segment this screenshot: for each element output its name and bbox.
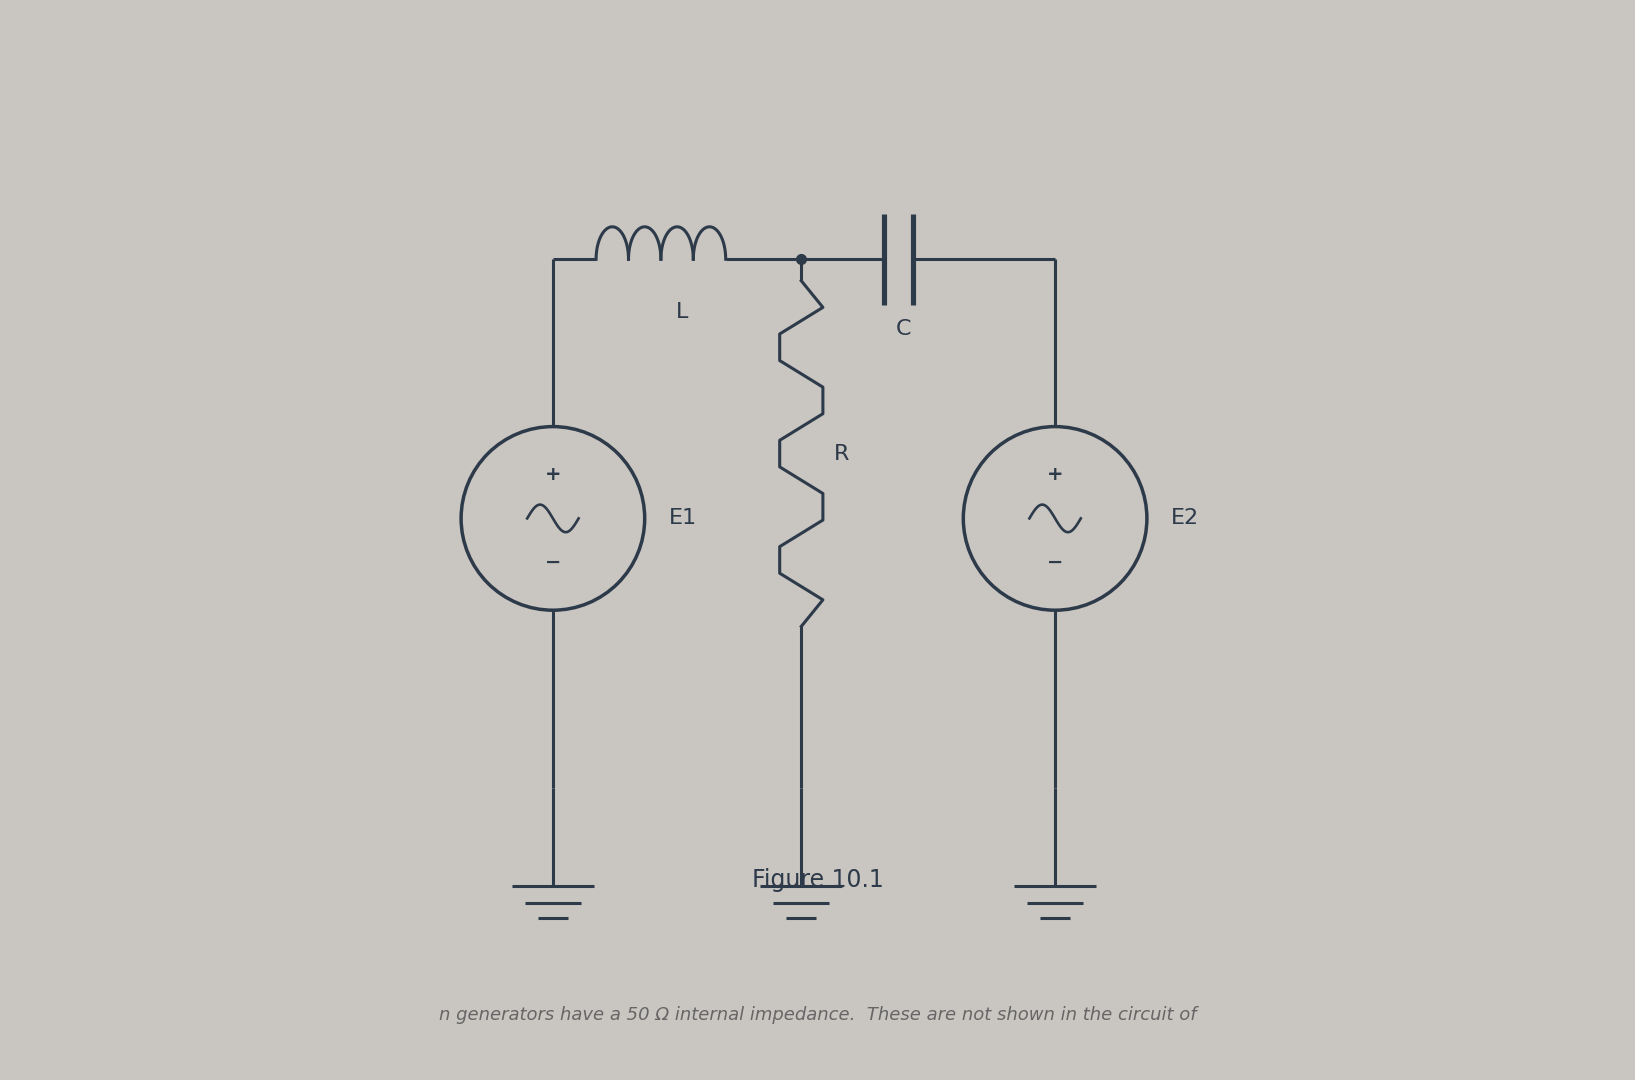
Text: E2: E2 [1171, 509, 1198, 528]
Text: +: + [1046, 464, 1063, 484]
Text: Figure 10.1: Figure 10.1 [752, 868, 883, 892]
Text: C: C [896, 319, 912, 339]
Text: R: R [834, 444, 849, 463]
Text: L: L [677, 302, 688, 323]
Text: E1: E1 [669, 509, 697, 528]
Text: −: − [544, 553, 561, 572]
Text: +: + [544, 464, 561, 484]
Text: n generators have a 50 Ω internal impedance.  These are not shown in the circuit: n generators have a 50 Ω internal impeda… [438, 1007, 1197, 1024]
Text: −: − [1046, 553, 1063, 572]
